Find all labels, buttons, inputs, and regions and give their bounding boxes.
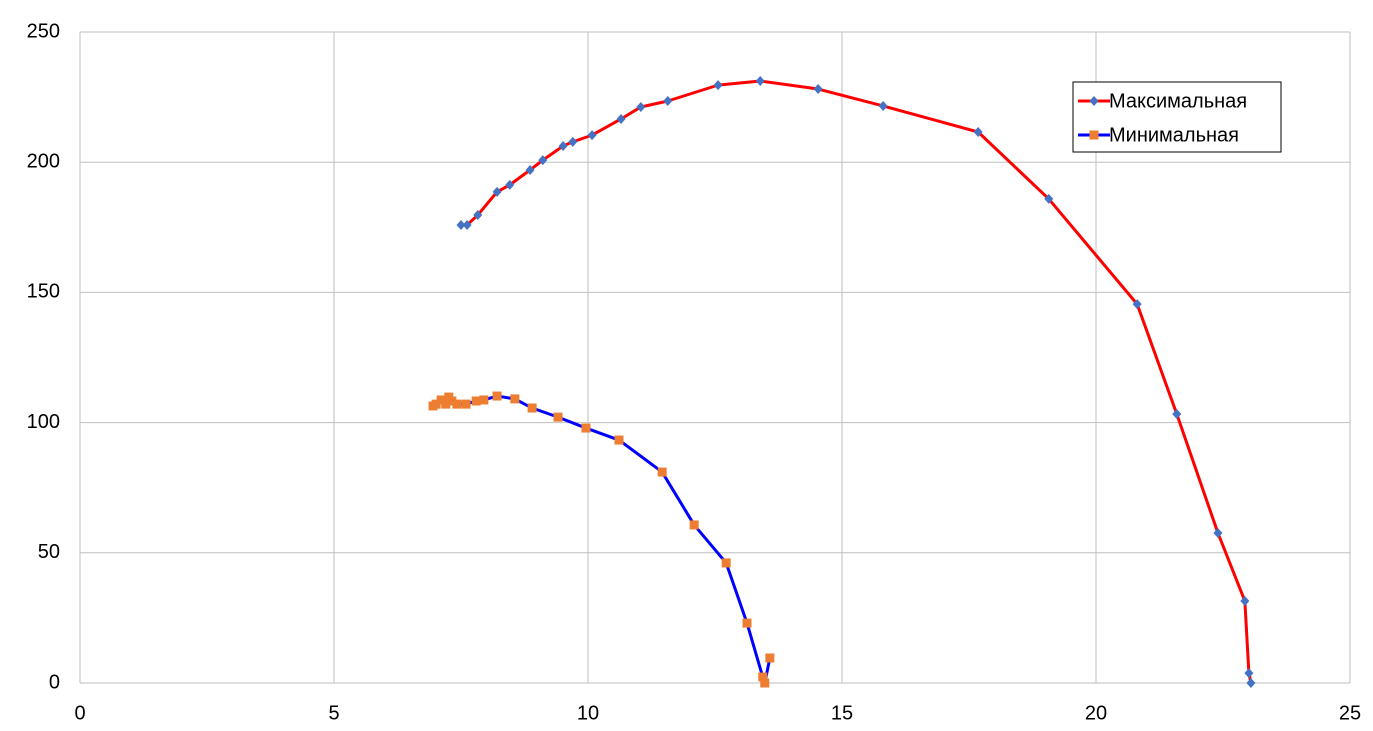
x-tick-label: 25: [1339, 702, 1361, 724]
series-line: [432, 394, 772, 685]
marker: [492, 186, 502, 197]
marker: [755, 75, 765, 86]
marker: [1213, 528, 1223, 539]
legend-marker: [1089, 96, 1099, 106]
y-tick-label: 250: [27, 20, 60, 42]
marker: [758, 672, 768, 682]
marker: [447, 396, 457, 406]
marker: [721, 558, 731, 568]
x-tick-label: 20: [1085, 702, 1107, 724]
y-tick-label: 0: [49, 671, 60, 693]
y-tick-label: 150: [27, 281, 60, 303]
marker: [553, 412, 563, 422]
marker: [1132, 299, 1142, 310]
marker: [436, 395, 446, 405]
marker: [1244, 668, 1254, 679]
marker: [492, 391, 502, 401]
marker: [1240, 595, 1250, 606]
marker: [581, 423, 591, 433]
marker: [657, 467, 667, 477]
marker: [713, 80, 723, 91]
legend-label: Минимальная: [1109, 124, 1239, 146]
marker: [614, 435, 624, 445]
marker: [1246, 678, 1256, 688]
marker: [558, 141, 568, 152]
marker: [765, 653, 775, 663]
x-tick-label: 0: [74, 702, 85, 724]
marker: [525, 165, 535, 176]
y-tick-label: 100: [27, 411, 60, 433]
marker: [878, 100, 888, 111]
marker: [510, 394, 520, 404]
marker: [538, 155, 548, 166]
legend-label: Максимальная: [1109, 90, 1247, 112]
marker: [760, 678, 770, 688]
marker: [616, 113, 626, 124]
marker: [742, 618, 752, 628]
x-tick-label: 5: [328, 702, 339, 724]
x-tick-label: 10: [577, 702, 599, 724]
marker: [568, 136, 578, 147]
marker: [505, 179, 515, 190]
marker: [813, 84, 823, 95]
marker: [479, 395, 489, 405]
marker: [663, 96, 673, 107]
marker: [452, 399, 462, 409]
legend-box: [1072, 81, 1282, 153]
x-tick-label: 15: [831, 702, 853, 724]
legend-marker: [1089, 130, 1099, 140]
marker: [461, 399, 471, 409]
marker: [587, 130, 597, 141]
marker: [431, 399, 441, 409]
marker: [689, 520, 699, 530]
marker: [462, 219, 472, 230]
marker: [441, 399, 451, 409]
marker: [456, 219, 466, 230]
marker: [1172, 409, 1182, 420]
marker: [973, 126, 983, 137]
marker: [473, 210, 483, 221]
marker: [527, 403, 537, 413]
marker: [636, 101, 646, 112]
y-tick-label: 200: [27, 150, 60, 172]
marker: [471, 396, 481, 406]
series-line: [461, 79, 1253, 684]
y-tick-label: 50: [38, 541, 60, 563]
marker: [1044, 193, 1054, 204]
